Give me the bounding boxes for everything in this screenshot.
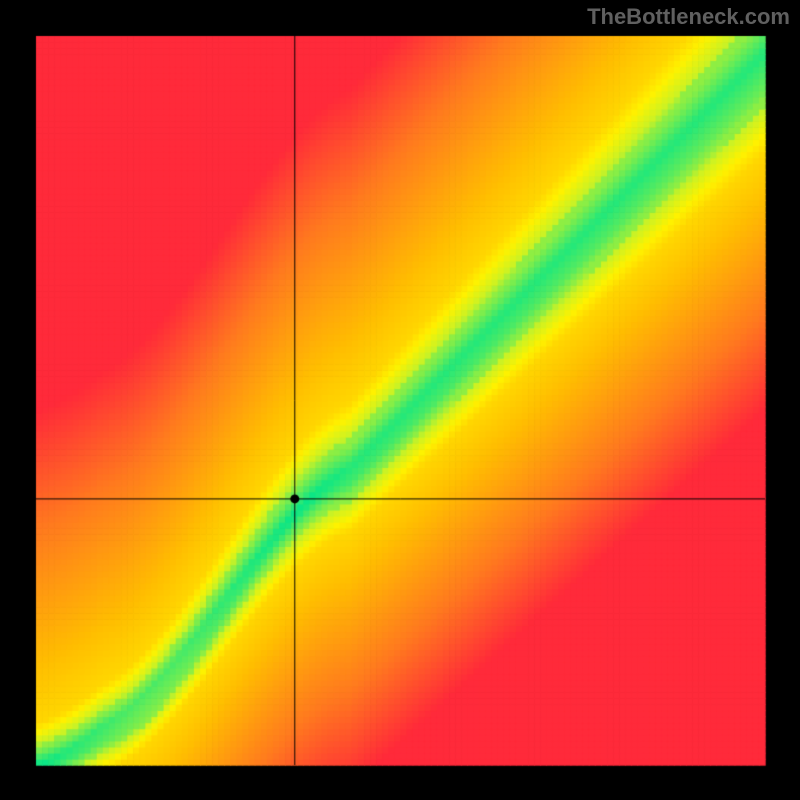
watermark-text: TheBottleneck.com: [587, 4, 790, 30]
chart-container: TheBottleneck.com: [0, 0, 800, 800]
bottleneck-heatmap: [0, 0, 800, 800]
